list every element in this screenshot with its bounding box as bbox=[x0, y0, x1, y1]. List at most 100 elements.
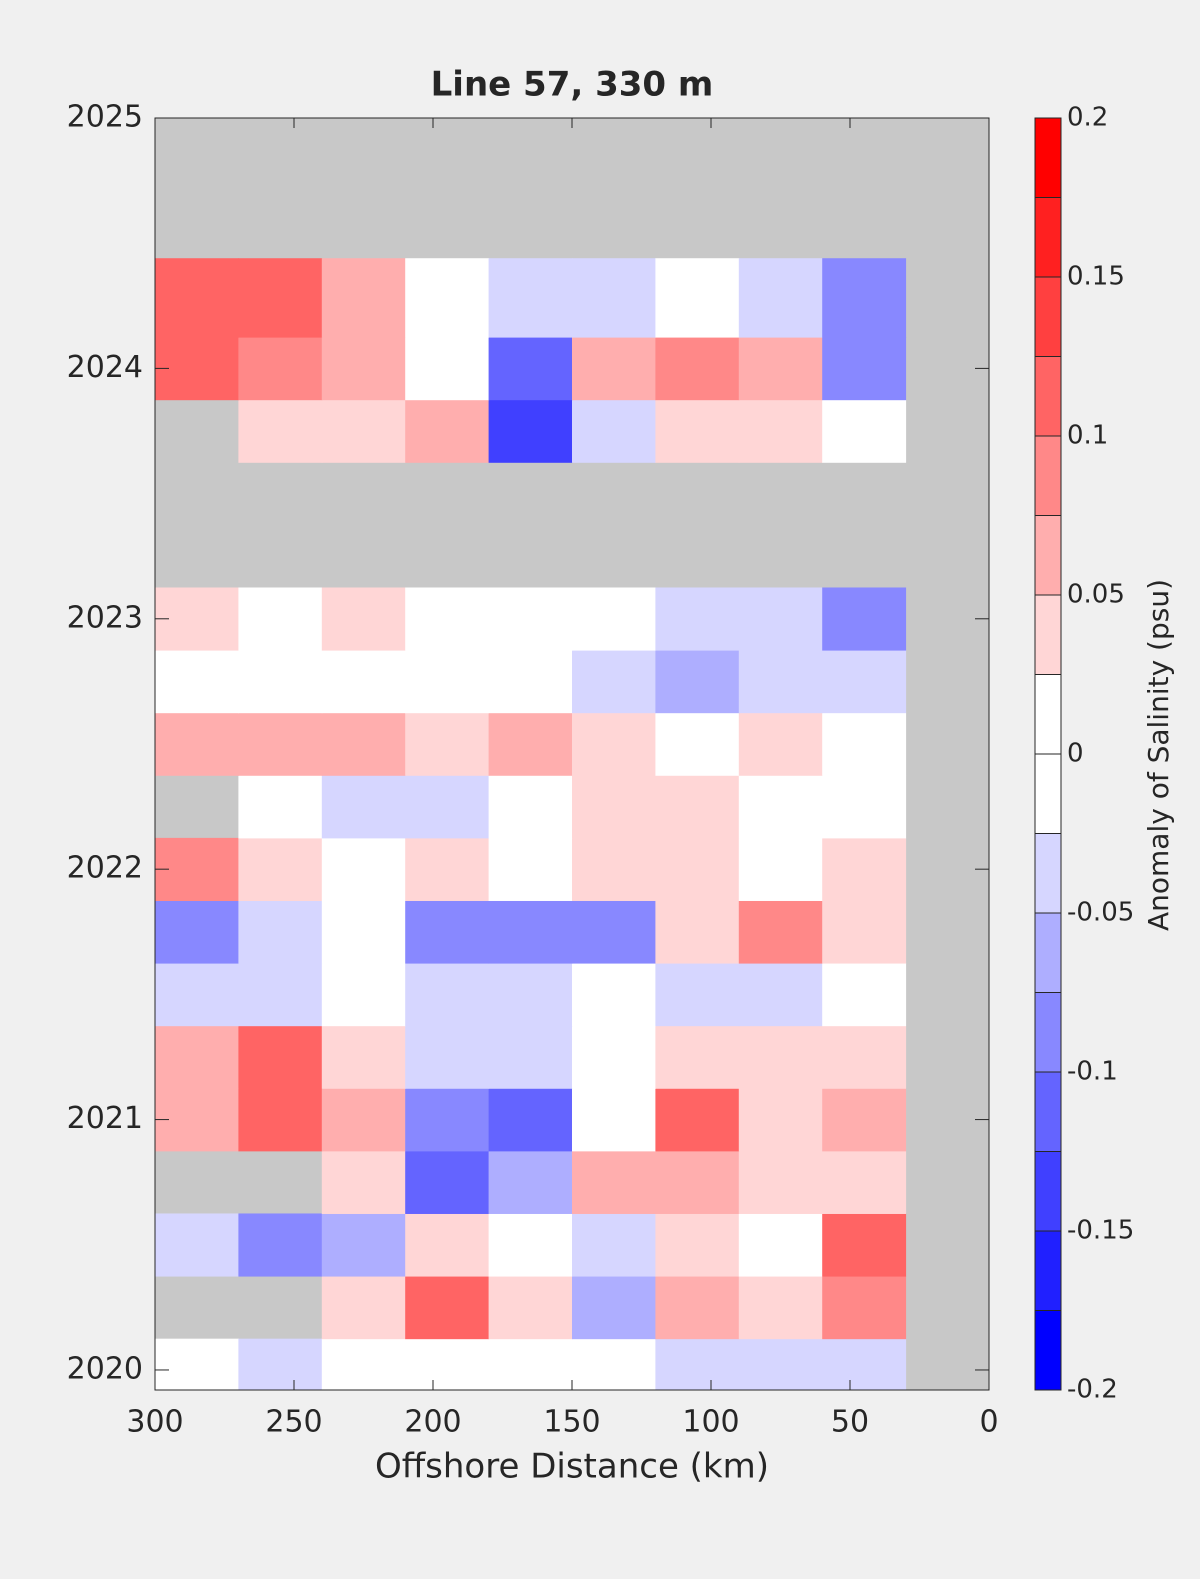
cell bbox=[238, 963, 323, 1027]
cell bbox=[572, 837, 656, 901]
cell bbox=[822, 837, 907, 901]
cell bbox=[738, 1150, 823, 1214]
y-tick-label: 2020 bbox=[67, 1351, 143, 1386]
cell bbox=[405, 837, 490, 901]
cell bbox=[655, 337, 740, 401]
colorbar-segment bbox=[1035, 1310, 1061, 1390]
colorbar-tick-label: 0.15 bbox=[1067, 262, 1125, 292]
cell bbox=[572, 1025, 656, 1089]
colorbar-segment bbox=[1035, 118, 1061, 198]
colorbar-tick-label: -0.1 bbox=[1067, 1057, 1118, 1087]
cell bbox=[655, 650, 740, 714]
cell bbox=[238, 900, 323, 964]
cell bbox=[321, 1338, 406, 1391]
cell bbox=[738, 1213, 823, 1277]
colorbar-label: Anomaly of Salinity (psu) bbox=[1142, 579, 1175, 931]
cell bbox=[405, 1088, 490, 1152]
cell bbox=[822, 650, 907, 714]
cell bbox=[155, 1338, 239, 1391]
cell bbox=[655, 1276, 740, 1340]
x-tick-label: 150 bbox=[543, 1405, 600, 1440]
cell bbox=[238, 399, 323, 463]
cell bbox=[572, 337, 656, 401]
cell bbox=[488, 712, 573, 776]
cell bbox=[572, 1088, 656, 1152]
cell bbox=[488, 900, 573, 964]
cell bbox=[321, 399, 406, 463]
cell bbox=[488, 837, 573, 901]
cell bbox=[738, 258, 823, 338]
cell bbox=[822, 1213, 907, 1277]
cell bbox=[822, 775, 907, 839]
cell bbox=[822, 399, 907, 463]
x-tick-label: 200 bbox=[404, 1405, 461, 1440]
cell bbox=[238, 587, 323, 651]
cell bbox=[238, 837, 323, 901]
cell bbox=[238, 650, 323, 714]
cell bbox=[655, 258, 740, 338]
cell bbox=[738, 1025, 823, 1089]
cell bbox=[488, 1088, 573, 1152]
cell bbox=[572, 1338, 656, 1391]
cell bbox=[655, 712, 740, 776]
y-tick-label: 2025 bbox=[67, 100, 143, 135]
colorbar-segment bbox=[1035, 436, 1061, 516]
cell bbox=[822, 963, 907, 1027]
cell bbox=[488, 1338, 573, 1391]
colorbar-segment bbox=[1035, 992, 1061, 1072]
cell bbox=[321, 258, 406, 338]
cell bbox=[488, 1150, 573, 1214]
cell bbox=[405, 399, 490, 463]
cell bbox=[321, 775, 406, 839]
cell bbox=[155, 258, 239, 338]
colorbar-segment bbox=[1035, 913, 1061, 993]
cell bbox=[488, 399, 573, 463]
cell bbox=[655, 1088, 740, 1152]
x-tick-label: 0 bbox=[979, 1405, 998, 1440]
cell bbox=[572, 712, 656, 776]
cell bbox=[738, 1276, 823, 1340]
cell bbox=[405, 712, 490, 776]
x-tick-label: 100 bbox=[682, 1405, 739, 1440]
y-tick-label: 2021 bbox=[67, 1101, 143, 1136]
cell bbox=[405, 1150, 490, 1214]
x-tick-label: 300 bbox=[126, 1405, 183, 1440]
y-tick-label: 2022 bbox=[67, 851, 143, 886]
cell bbox=[488, 775, 573, 839]
cell bbox=[321, 1088, 406, 1152]
cell bbox=[488, 1213, 573, 1277]
cell bbox=[822, 1338, 907, 1391]
cell bbox=[488, 337, 573, 401]
colorbar-tick-label: -0.2 bbox=[1067, 1375, 1118, 1405]
cell bbox=[155, 1025, 239, 1089]
cell bbox=[738, 399, 823, 463]
cell bbox=[822, 712, 907, 776]
cell bbox=[738, 712, 823, 776]
cell bbox=[822, 337, 907, 401]
cell bbox=[488, 587, 573, 651]
cell bbox=[572, 900, 656, 964]
cell bbox=[572, 1276, 656, 1340]
colorbar-segment bbox=[1035, 674, 1061, 754]
cell bbox=[572, 963, 656, 1027]
cell bbox=[238, 712, 323, 776]
cell bbox=[822, 587, 907, 651]
colorbar-segment bbox=[1035, 1151, 1061, 1231]
cell bbox=[738, 775, 823, 839]
cell bbox=[655, 1025, 740, 1089]
cell bbox=[655, 587, 740, 651]
colorbar-segment bbox=[1035, 277, 1061, 357]
cell bbox=[488, 258, 573, 338]
cell bbox=[405, 775, 490, 839]
cell bbox=[655, 1213, 740, 1277]
cell bbox=[405, 258, 490, 338]
cell bbox=[238, 258, 323, 338]
cell bbox=[738, 963, 823, 1027]
cell bbox=[405, 1338, 490, 1391]
cell bbox=[321, 337, 406, 401]
colorbar-tick-label: 0.05 bbox=[1067, 580, 1125, 610]
colorbar-tick-label: 0.2 bbox=[1067, 103, 1108, 133]
cell bbox=[405, 1025, 490, 1089]
cell bbox=[321, 712, 406, 776]
